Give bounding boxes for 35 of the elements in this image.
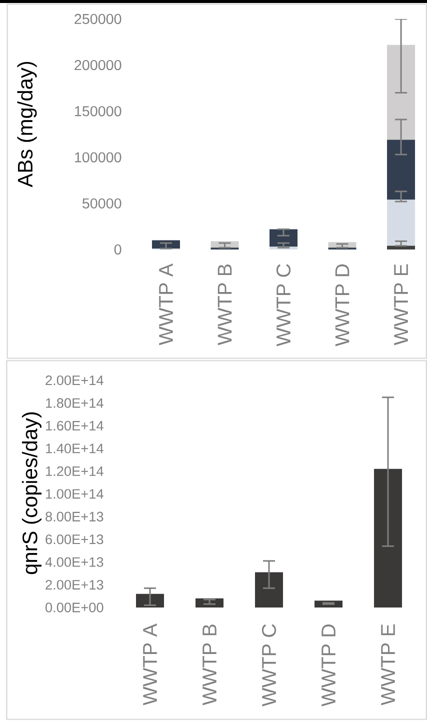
x-tick-label: WWTP E xyxy=(394,264,408,346)
y-tick-label: 1.40E+14 xyxy=(46,444,104,454)
x-tick-label: WWTP B xyxy=(218,264,232,346)
x-tick-label: WWTP D xyxy=(335,264,350,346)
y-tick-label: 1.60E+14 xyxy=(46,420,104,431)
x-tick-label: WWTP E xyxy=(381,624,395,706)
y-tick-label: 1.80E+14 xyxy=(46,398,104,408)
y-tick-label: 100000 xyxy=(75,152,122,162)
y-tick-label: 200000 xyxy=(74,60,122,70)
y-tick-label: 6.00E+13 xyxy=(46,534,104,544)
bar xyxy=(387,200,416,246)
y-tick-label: 0 xyxy=(114,244,122,255)
y-tick-label: 150000 xyxy=(75,106,122,116)
bar xyxy=(136,594,164,608)
y-tick-label: 250000 xyxy=(74,14,122,24)
bar xyxy=(374,468,402,608)
y-tick-label: 2.00E+13 xyxy=(46,580,104,590)
x-tick-label: WWTP D xyxy=(322,624,336,706)
x-tick-label: WWTP B xyxy=(202,624,216,706)
x-tick-label: WWTP A xyxy=(143,624,157,706)
y-tick-label: 8.00E+13 xyxy=(46,512,104,522)
x-tick-label: WWTP C xyxy=(262,624,276,706)
y-tick-label: 1.20E+14 xyxy=(46,466,104,476)
y-tick-label: 0.00E+00 xyxy=(46,602,104,612)
x-tick-label: WWTP A xyxy=(159,263,173,346)
y-axis-title: ABs (mg/day) xyxy=(17,62,37,188)
x-tick-label: WWTP C xyxy=(276,264,291,346)
bar xyxy=(387,44,416,140)
bar xyxy=(255,572,283,608)
y-tick-label: 1.00E+14 xyxy=(46,489,104,499)
bar xyxy=(387,140,416,200)
y-tick-label: 4.00E+13 xyxy=(45,557,104,567)
y-tick-label: 2.00E+14 xyxy=(46,375,104,386)
y-tick-label: 50000 xyxy=(82,198,122,208)
y-axis-title: qnrS (copies/day) xyxy=(22,412,42,574)
